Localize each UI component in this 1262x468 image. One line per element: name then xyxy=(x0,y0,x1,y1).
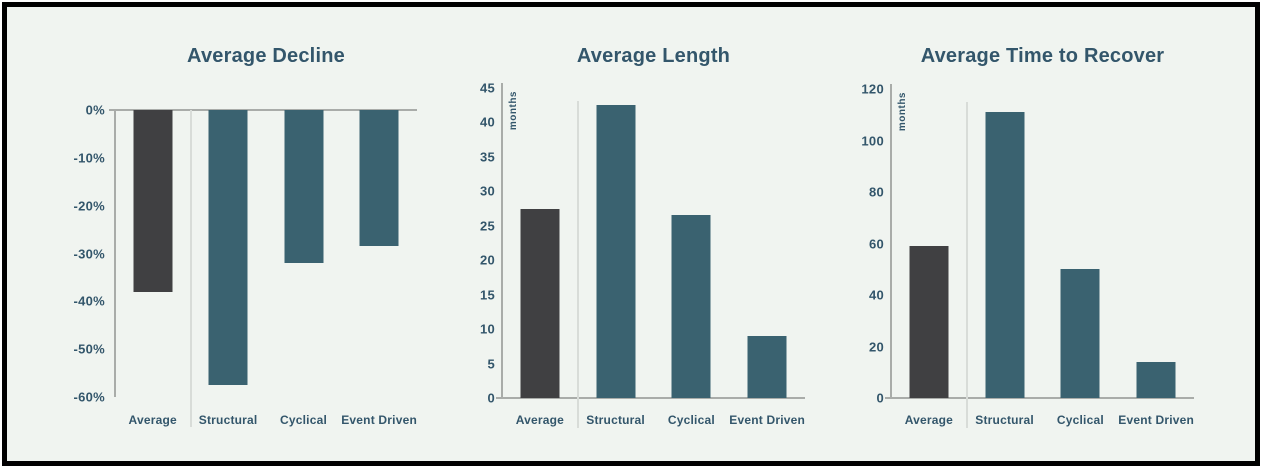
y-tick-label: 30 xyxy=(479,183,495,199)
y-axis: 45 40 35 30 25 20 15 10 5 0 xyxy=(417,81,495,406)
bar-slot xyxy=(654,88,730,398)
bars xyxy=(502,88,805,398)
bar-cyclical xyxy=(671,215,711,398)
chart-title: Average Time to Recover xyxy=(920,45,1165,67)
x-axis-labels: Average Structural Cyclical Event Driven xyxy=(891,413,1194,427)
bar-slot xyxy=(1118,89,1194,398)
category-label: Structural xyxy=(586,413,645,427)
y-tick-label: -30% xyxy=(73,246,105,261)
bar-event-driven xyxy=(359,110,399,247)
y-tick-label: 25 xyxy=(479,218,495,234)
bar-slot xyxy=(1043,89,1119,398)
y-tick-label: -10% xyxy=(73,150,105,166)
bar-slot xyxy=(342,110,418,397)
category-label: Cyclical xyxy=(667,413,715,427)
zero-baseline xyxy=(885,397,1194,399)
bar-slot xyxy=(967,89,1043,398)
bar-average xyxy=(133,110,173,292)
category-label: Cyclical xyxy=(280,413,327,427)
bar-slot xyxy=(891,89,967,398)
y-tick-label: 120 xyxy=(861,81,884,97)
y-tick-label: -50% xyxy=(73,341,105,357)
bar-cyclical xyxy=(1060,269,1100,398)
y-axis-line xyxy=(890,84,892,398)
y-tick-label: 100 xyxy=(861,133,884,148)
y-tick-label: 0% xyxy=(85,102,105,118)
bar-event-driven xyxy=(1136,361,1176,398)
category-label: Structural xyxy=(198,413,258,427)
bar-slot xyxy=(115,110,191,397)
zero-baseline xyxy=(496,397,805,399)
x-axis-labels: Average Structural Cyclical Event Driven xyxy=(115,413,417,427)
category-label: Average xyxy=(128,413,177,427)
bars xyxy=(891,89,1194,398)
y-tick-label: 20 xyxy=(479,252,495,268)
chart-average-length: Average Length 45 40 35 30 25 20 15 10 5 0 months… xyxy=(7,7,1255,461)
y-tick-label: 0 xyxy=(487,390,495,406)
y-tick-label: 10 xyxy=(479,321,495,337)
y-tick-label: -60% xyxy=(73,389,105,405)
chart-title: Average Decline xyxy=(187,45,345,67)
bars xyxy=(115,110,417,397)
bar-cyclical xyxy=(284,110,324,264)
y-tick-label: 35 xyxy=(479,149,495,165)
chart-title: Average Length xyxy=(576,45,731,67)
bar-slot xyxy=(191,110,267,397)
bar-event-driven xyxy=(747,336,787,398)
x-axis-labels: Average Structural Cyclical Event Driven xyxy=(502,413,805,427)
average-separator-line xyxy=(189,110,192,427)
y-tick-label: 20 xyxy=(868,339,884,354)
y-axis-line xyxy=(501,83,503,398)
bar-average xyxy=(909,246,949,398)
category-label: Event Driven xyxy=(729,413,806,427)
bar-average xyxy=(520,208,560,398)
bar-structural xyxy=(985,112,1025,398)
category-label: Average xyxy=(515,413,565,427)
bar-slot xyxy=(502,88,578,398)
y-axis: 120 100 80 60 40 20 0 xyxy=(806,82,884,406)
plot-area: months xyxy=(885,84,1194,428)
bar-slot xyxy=(266,110,342,397)
plot-area xyxy=(109,109,417,427)
bar-slot xyxy=(729,88,805,398)
plot-area: months xyxy=(496,83,805,428)
chart-average-decline: Average Decline 0% -10% -20% -30% -40% -50% -6… xyxy=(7,7,1255,461)
y-tick-label: 15 xyxy=(479,287,495,303)
y-tick-label: 0 xyxy=(876,390,884,406)
y-axis: 0% -10% -20% -30% -40% -50% -60% xyxy=(25,103,105,405)
y-tick-label: 45 xyxy=(479,80,495,96)
category-label: Cyclical xyxy=(1056,413,1104,427)
chart-average-time-to-recover: Average Time to Recover 120 100 80 60 40 20 0 … xyxy=(7,7,1255,461)
y-tick-label: 60 xyxy=(868,236,884,251)
y-axis-unit-label: months xyxy=(897,92,908,132)
average-separator-line xyxy=(965,102,968,428)
y-tick-label: 40 xyxy=(479,114,495,130)
category-label: Event Driven xyxy=(1118,413,1195,427)
y-tick-label: -40% xyxy=(73,293,105,309)
category-label: Event Driven xyxy=(341,413,417,427)
bar-slot xyxy=(578,88,654,398)
bar-structural xyxy=(208,110,248,386)
bar-structural xyxy=(596,105,636,398)
y-tick-label: 5 xyxy=(487,356,495,372)
y-tick-label: 40 xyxy=(868,287,884,303)
y-tick-label: -20% xyxy=(73,198,105,214)
category-label: Structural xyxy=(975,413,1034,427)
y-tick-label: 80 xyxy=(868,184,884,200)
y-axis-line xyxy=(114,110,116,397)
average-separator-line xyxy=(576,101,579,428)
category-label: Average xyxy=(904,413,954,427)
zero-baseline xyxy=(109,109,417,111)
